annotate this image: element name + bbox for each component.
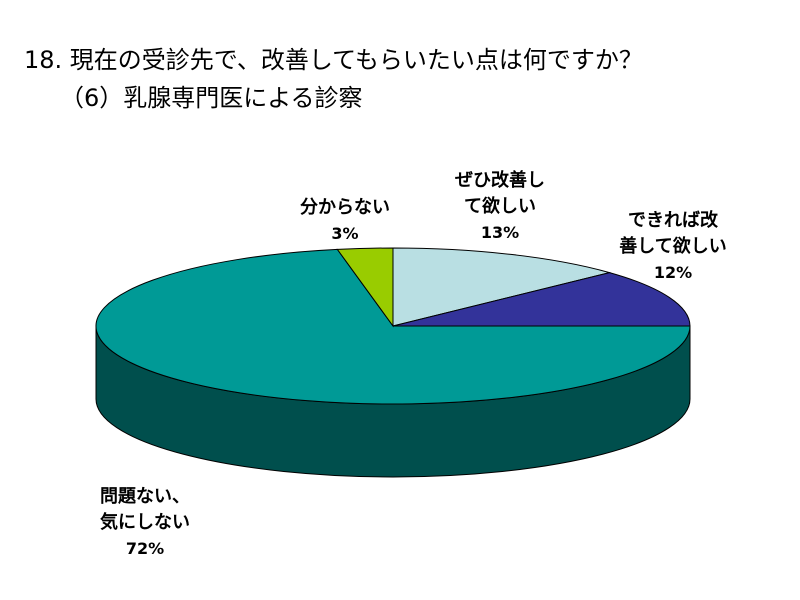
slice-label-wakaranai: 分からない 3%: [300, 197, 390, 243]
slice-label-dekireba: できれば改 善して欲しい 12%: [619, 210, 727, 282]
chart-title-line1: 18. 現在の受診先で、改善してもらいたい点は何ですか？: [24, 46, 643, 74]
pie-slice-0: [392, 247, 612, 327]
pie-slice-3: [336, 247, 394, 328]
slice-label-zehi: ぜひ改善し て欲しい 13%: [455, 170, 545, 242]
slice-label-mondainai: 問題ない、 気にしない 72%: [100, 486, 190, 558]
pie-slice-1: [392, 272, 691, 327]
chart-title-line2: （6）乳腺専門医による診察: [60, 84, 363, 112]
